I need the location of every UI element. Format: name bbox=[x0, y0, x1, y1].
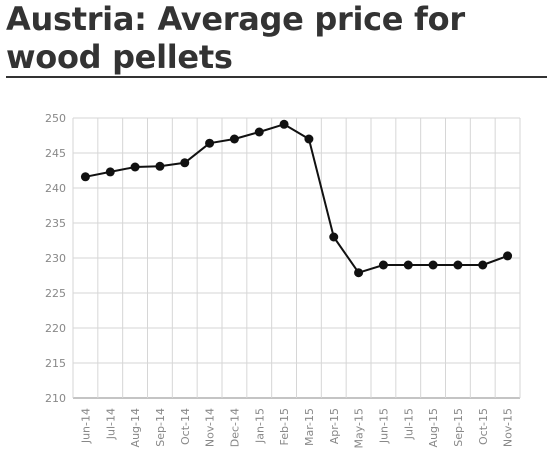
y-axis-ticks: 210 215 220 225 230 235 240 245 250 bbox=[45, 112, 66, 405]
x-tick-label: Sep-15 bbox=[452, 408, 465, 447]
x-tick-label: Jul-15 bbox=[402, 408, 415, 440]
y-tick-label: 235 bbox=[45, 217, 66, 230]
data-point bbox=[254, 127, 264, 137]
data-point bbox=[180, 158, 190, 168]
y-tick-label: 245 bbox=[45, 147, 66, 160]
y-tick-label: 230 bbox=[45, 252, 66, 265]
x-tick-label: Aug-14 bbox=[129, 408, 142, 447]
data-point bbox=[205, 138, 215, 148]
x-tick-label: Jul-14 bbox=[104, 408, 117, 440]
x-tick-label: Apr-15 bbox=[328, 408, 341, 444]
x-tick-label: Oct-14 bbox=[179, 408, 192, 445]
data-point bbox=[378, 260, 388, 270]
gridlines bbox=[72, 117, 521, 399]
data-point bbox=[478, 260, 488, 270]
x-tick-label: Oct-15 bbox=[477, 408, 490, 445]
data-point bbox=[105, 167, 115, 177]
data-point bbox=[130, 162, 140, 172]
x-axis-ticks: Jun-14 Jul-14 Aug-14 Sep-14 Oct-14 Nov-14 Dec-… bbox=[79, 408, 514, 449]
data-point bbox=[354, 268, 364, 278]
data-point bbox=[155, 161, 165, 171]
x-tick-label: Jan-15 bbox=[253, 408, 266, 444]
data-point bbox=[453, 260, 463, 270]
chart-title: Austria: Average price for wood pellets bbox=[6, 0, 465, 76]
x-tick-label: Feb-15 bbox=[278, 408, 291, 445]
y-tick-label: 215 bbox=[45, 357, 66, 370]
x-tick-label: Nov-15 bbox=[502, 408, 515, 447]
data-point bbox=[403, 260, 413, 270]
series bbox=[80, 119, 513, 278]
y-tick-label: 220 bbox=[45, 322, 66, 335]
data-point bbox=[503, 251, 513, 261]
x-tick-label: Aug-15 bbox=[427, 408, 440, 447]
y-tick-label: 210 bbox=[45, 392, 66, 405]
x-tick-label: Jun-14 bbox=[79, 408, 92, 444]
x-tick-label: Mar-15 bbox=[303, 408, 316, 446]
x-tick-label: Sep-14 bbox=[154, 408, 167, 447]
data-point bbox=[428, 260, 438, 270]
x-tick-label: Nov-14 bbox=[204, 408, 217, 447]
data-point bbox=[279, 119, 289, 129]
y-tick-label: 225 bbox=[45, 287, 66, 300]
data-point bbox=[229, 134, 239, 144]
x-tick-label: May-15 bbox=[353, 408, 366, 449]
y-tick-label: 250 bbox=[45, 112, 66, 125]
x-tick-label: Dec-14 bbox=[228, 408, 241, 447]
x-tick-label: Jun-15 bbox=[377, 408, 390, 444]
data-point bbox=[80, 172, 90, 182]
data-point bbox=[329, 232, 339, 242]
title-underline bbox=[6, 76, 547, 78]
y-tick-label: 240 bbox=[45, 182, 66, 195]
data-point bbox=[304, 134, 314, 144]
